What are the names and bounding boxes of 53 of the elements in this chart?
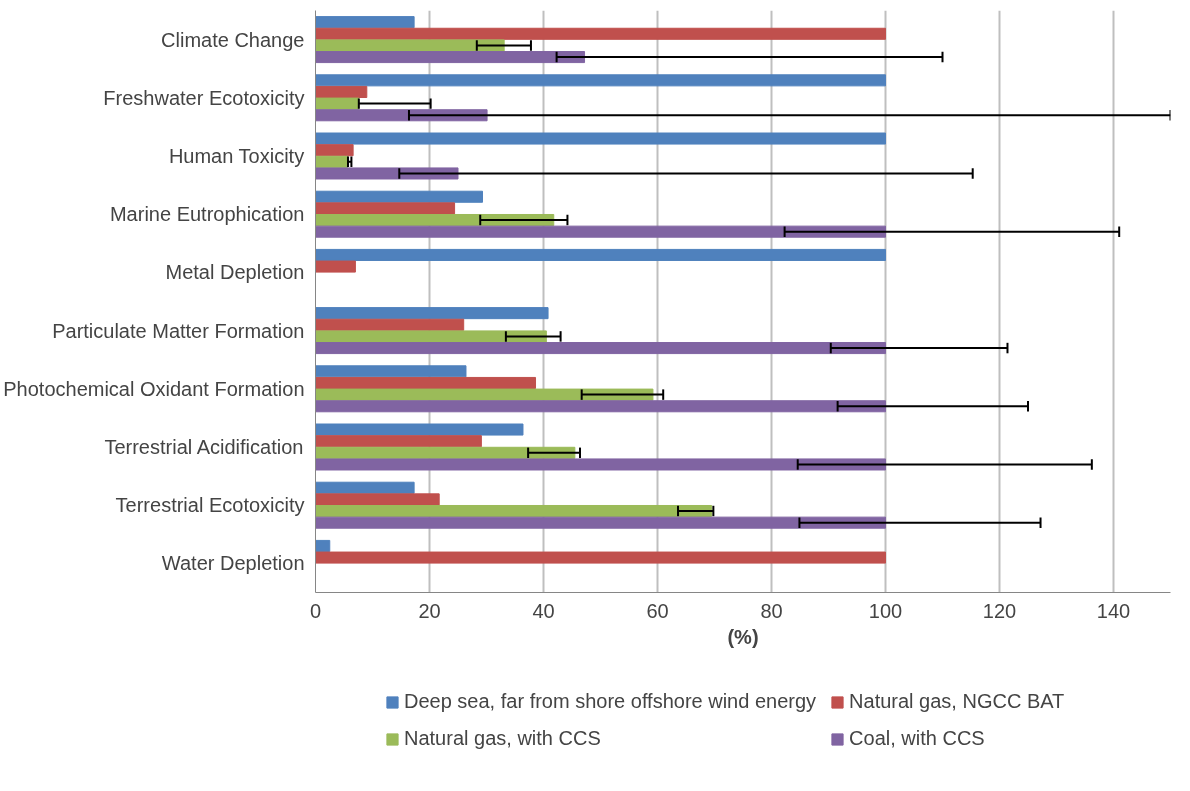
- y-tick-label: Particulate Matter Formation: [52, 319, 305, 342]
- legend-label: Deep sea, far from shore offshore wind energy: [404, 690, 817, 713]
- bar: [315, 260, 356, 273]
- bar: [315, 458, 886, 471]
- bar: [315, 16, 415, 29]
- y-tick-label: Photochemical Oxidant Formation: [3, 377, 305, 400]
- bar: [315, 388, 654, 401]
- y-tick-label: Climate Change: [161, 28, 305, 51]
- bar: [315, 39, 505, 52]
- bar: [315, 307, 549, 320]
- x-tick-label: 20: [418, 599, 441, 622]
- y-tick-label: Marine Eutrophication: [109, 203, 305, 226]
- y-tick-label: Terrestrial Acidification: [104, 436, 304, 458]
- bar: [315, 248, 886, 261]
- bar: [315, 400, 886, 413]
- x-tick-label: 0: [309, 599, 322, 622]
- bar: [315, 51, 586, 64]
- bar: [315, 132, 886, 145]
- bar: [315, 435, 482, 448]
- bar: [315, 144, 354, 157]
- bar: [315, 330, 547, 343]
- bar: [315, 551, 886, 564]
- x-axis-title: (%): [727, 625, 759, 648]
- bar: [315, 74, 886, 87]
- x-tick-label: 120: [982, 599, 1017, 622]
- bar: [315, 423, 524, 436]
- x-tick-label: 100: [868, 599, 903, 622]
- bar: [315, 342, 886, 355]
- bar: [315, 318, 465, 331]
- legend-label: Natural gas, NGCC BAT: [849, 690, 1065, 713]
- legend-label: Coal, with CCS: [849, 727, 985, 750]
- y-tick-label: Human Toxicity: [168, 145, 305, 167]
- bar: [315, 481, 415, 494]
- y-tick-label: Freshwater Ecotoxicity: [103, 86, 305, 109]
- y-tick-label: Terrestrial Ecotoxicity: [115, 494, 305, 517]
- y-tick-label: Metal Depletion: [165, 261, 305, 284]
- bar: [315, 516, 886, 529]
- x-tick-label: 80: [760, 599, 783, 622]
- bar: [315, 365, 467, 378]
- bar: [315, 27, 886, 40]
- bar: [315, 376, 537, 390]
- bar: [315, 202, 456, 215]
- bar: [315, 190, 484, 203]
- bar: [315, 225, 886, 238]
- x-tick-label: 60: [646, 599, 669, 622]
- x-tick-label: 140: [1096, 599, 1131, 622]
- bar: [315, 85, 368, 99]
- legend-label: Natural gas, with CCS: [404, 727, 601, 750]
- x-tick-label: 40: [532, 599, 555, 622]
- bar: [315, 493, 440, 506]
- y-tick-label: Water Depletion: [161, 552, 305, 575]
- bar: [315, 109, 488, 122]
- bar: [315, 97, 360, 110]
